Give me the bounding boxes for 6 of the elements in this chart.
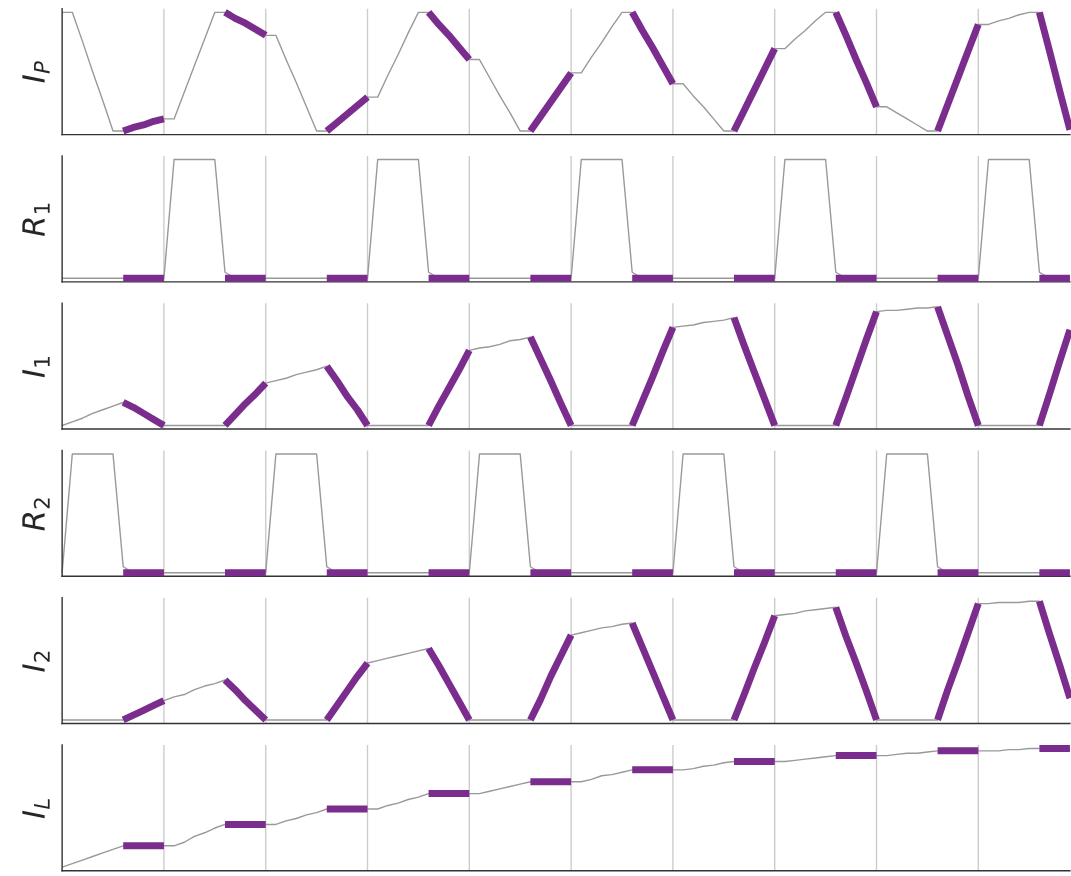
- y-axis-title: R$_{1}$: [22, 203, 50, 237]
- y-axis-title: I$_{1}$: [22, 357, 50, 378]
- y-axis-title: I$_{L}$: [22, 799, 50, 819]
- y-axis-title: I$_{2}$: [22, 651, 50, 672]
- y-axis-title: R$_{2}$: [22, 498, 50, 531]
- y-axis-title: I$_{P}$: [22, 61, 50, 83]
